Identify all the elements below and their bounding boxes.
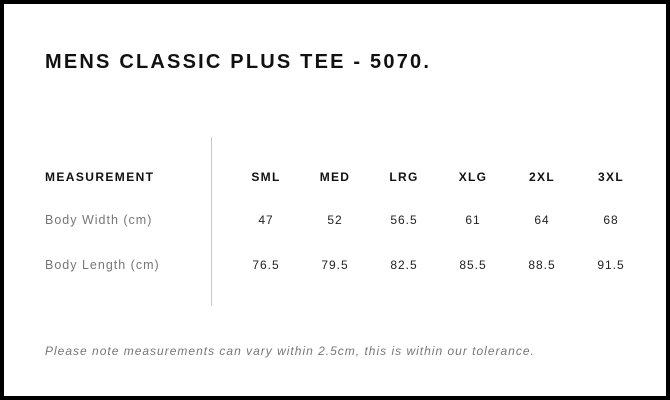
table-cell: 68 <box>603 213 619 227</box>
size-header-3xl: 3XL <box>598 170 624 184</box>
table-cell: 85.5 <box>459 258 487 272</box>
table-cell: 61 <box>465 213 481 227</box>
table-cell: 79.5 <box>321 258 349 272</box>
table-cell: 82.5 <box>390 258 418 272</box>
table-cell: 52 <box>327 213 343 227</box>
size-header-2xl: 2XL <box>529 170 555 184</box>
row-label: Body Length (cm) <box>45 258 160 272</box>
row-label: Body Width (cm) <box>45 213 153 227</box>
size-header-med: MED <box>319 170 351 184</box>
size-header-xlg: XLG <box>458 170 488 184</box>
table-cell: 88.5 <box>528 258 556 272</box>
table-cell: 91.5 <box>597 258 625 272</box>
size-header-lrg: LRG <box>389 170 419 184</box>
column-divider <box>211 137 212 306</box>
size-chart-card: MENS CLASSIC PLUS TEE - 5070. MEASUREMEN… <box>4 4 666 396</box>
table-cell: 76.5 <box>252 258 280 272</box>
table-cell: 47 <box>258 213 274 227</box>
tolerance-note: Please note measurements can vary within… <box>45 344 535 358</box>
page-title: MENS CLASSIC PLUS TEE - 5070. <box>45 51 432 73</box>
measurement-header: MEASUREMENT <box>45 170 155 184</box>
size-header-sml: SML <box>251 170 281 184</box>
table-cell: 64 <box>534 213 550 227</box>
table-cell: 56.5 <box>390 213 418 227</box>
